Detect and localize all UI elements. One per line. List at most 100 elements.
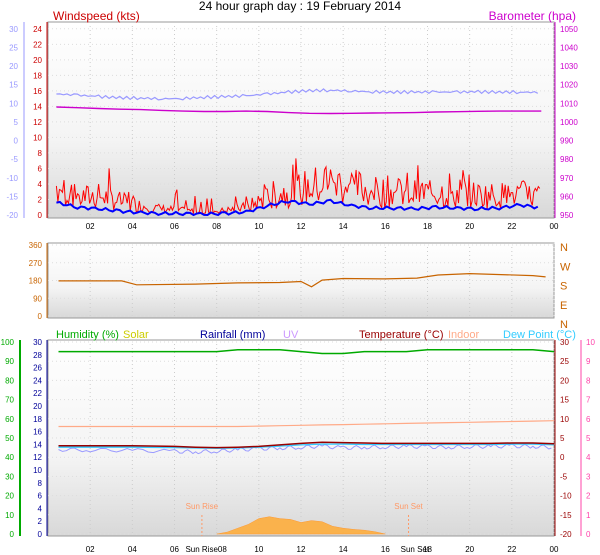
y-tick-label: 30 [5, 472, 14, 481]
y-tick-label: 0 [14, 137, 19, 146]
y-tick-label: 22 [33, 40, 42, 49]
y-tick-label: 1030 [560, 62, 578, 71]
y-tick-label: 10 [9, 99, 18, 108]
y-tick-label: 20 [33, 56, 42, 65]
y-tick-label: 26 [33, 364, 42, 373]
y-tick-label: 70 [5, 396, 14, 405]
y-tick-label: 16 [33, 428, 42, 437]
y-tick-label: 990 [560, 137, 574, 146]
x-tick-label: 16 [381, 222, 390, 231]
x-tick-label: 20 [465, 545, 474, 554]
y-tick-label: 270 [29, 259, 43, 268]
series-line-humidity [58, 348, 555, 355]
y-tick-label: 80 [5, 376, 14, 385]
y-tick-label: 18 [33, 415, 42, 424]
y-tick-label: 0 [586, 530, 591, 539]
x-tick-label: 18 [423, 222, 432, 231]
y-tick-label: 25 [9, 43, 18, 52]
series-line-indoor [58, 420, 555, 428]
y-tick-label: 8 [586, 376, 591, 385]
rainfall-label: Rainfall (mm) [200, 329, 265, 341]
y-tick-label: 30 [33, 338, 42, 347]
x-tick-label: 04 [128, 222, 137, 231]
y-tick-label: 180 [29, 277, 43, 286]
y-tick-label: -5 [11, 155, 19, 164]
y-tick-label: 6 [38, 492, 43, 501]
y-tick-label: 0 [38, 530, 43, 539]
x-tick-label: 10 [254, 222, 263, 231]
y-tick-label: 960 [560, 192, 574, 201]
temperature-panel: Humidity (%) Solar Rainfall (mm) UV Temp… [1, 329, 596, 554]
windspeed-label: Windspeed (kts) [53, 9, 140, 23]
y-tick-label: 5 [560, 434, 565, 443]
y-tick-label: -10 [560, 492, 572, 501]
dewpoint-label: Dew Point (°C) [503, 329, 576, 341]
x-tick-label: 20 [465, 222, 474, 231]
x-tick-label: 04 [128, 545, 137, 554]
y-tick-label: -10 [6, 174, 18, 183]
x-tick-label: 16 [381, 545, 390, 554]
y-tick-label: 950 [560, 211, 574, 220]
x-tick-label: 14 [339, 222, 348, 231]
graph-title: 24 hour graph day : 19 February 2014 [199, 0, 401, 13]
y-tick-label: -5 [560, 472, 568, 481]
temperature-label: Temperature (°C) [359, 329, 443, 341]
series-line-wind-direction [58, 272, 546, 288]
y-tick-label: 10 [33, 466, 42, 475]
x-tick-label: 06 [170, 545, 179, 554]
y-tick-label: 24 [33, 376, 42, 385]
y-tick-label: 20 [33, 402, 42, 411]
y-tick-label: E [560, 300, 567, 312]
y-tick-label: 12 [33, 118, 42, 127]
y-tick-label: 20 [9, 62, 18, 71]
y-tick-label: 5 [14, 118, 19, 127]
x-tick-label: 06 [170, 222, 179, 231]
sun-marker-label: Sun Rise [186, 502, 219, 511]
y-tick-label: 1 [586, 511, 591, 520]
y-tick-label: 4 [38, 180, 43, 189]
y-tick-label: 20 [560, 376, 569, 385]
series-line-dewpoint [58, 443, 555, 450]
y-tick-label: S [560, 281, 567, 293]
y-tick-label: 25 [560, 357, 569, 366]
y-tick-label: 24 [33, 25, 42, 34]
y-tick-label: 4 [586, 453, 591, 462]
solar-label: Solar [123, 329, 149, 341]
x-tick-label: Sun Set [401, 545, 430, 554]
barometer-label: Barometer (hpa) [489, 9, 576, 23]
y-tick-label: 8 [38, 149, 43, 158]
x-tick-label: 00 [550, 545, 559, 554]
y-tick-label: N [560, 319, 568, 331]
y-tick-label: W [560, 261, 571, 273]
y-tick-label: 7 [586, 396, 591, 405]
y-tick-label: 10 [33, 133, 42, 142]
y-tick-label: 0 [38, 312, 43, 321]
y-tick-label: 980 [560, 155, 574, 164]
y-tick-label: 8 [38, 479, 43, 488]
y-tick-label: 16 [33, 87, 42, 96]
x-tick-label: 12 [297, 545, 306, 554]
y-tick-label: 4 [38, 504, 43, 513]
x-tick-label: 22 [507, 545, 516, 554]
y-tick-label: 90 [33, 294, 42, 303]
humidity-label: Humidity (%) [56, 329, 119, 341]
y-tick-label: -20 [560, 530, 572, 539]
y-tick-label: 3 [586, 472, 591, 481]
y-tick-label: -20 [6, 211, 18, 220]
y-tick-label: 30 [9, 25, 18, 34]
y-tick-label: 970 [560, 174, 574, 183]
y-tick-label: 1040 [560, 43, 578, 52]
indoor-label: Indoor [448, 329, 480, 341]
x-tick-label: 12 [297, 222, 306, 231]
y-tick-label: 1000 [560, 118, 578, 127]
y-tick-label: 22 [33, 389, 42, 398]
y-tick-label: 1050 [560, 25, 578, 34]
series-line-temperature [58, 441, 555, 449]
series-area-solar [216, 516, 386, 535]
y-tick-label: 28 [33, 351, 42, 360]
y-tick-label: 6 [586, 415, 591, 424]
y-tick-label: 40 [5, 453, 14, 462]
x-tick-label: 14 [339, 545, 348, 554]
y-tick-label: 14 [33, 440, 42, 449]
series-line-barometer [56, 106, 542, 115]
